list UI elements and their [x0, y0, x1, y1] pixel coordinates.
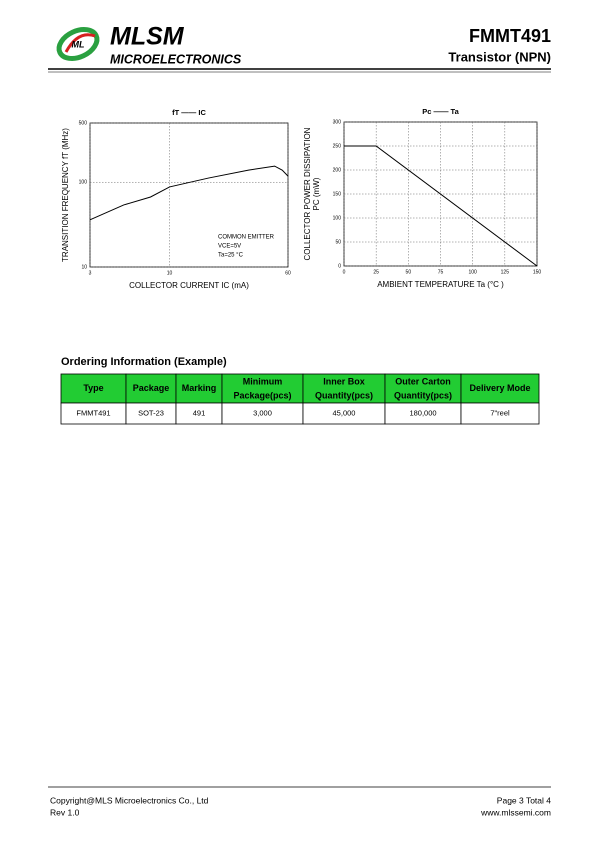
x-tick-label: 125	[501, 269, 510, 275]
y-axis-label: COLLECTOR POWER DISSIPATION	[303, 127, 312, 260]
x-axis-label: AMBIENT TEMPERATURE Ta (°C )	[377, 280, 504, 289]
x-axis-label: COLLECTOR CURRENT IC (mA)	[129, 281, 249, 290]
y-tick-label: 100	[79, 180, 88, 186]
plot-frame	[89, 122, 289, 268]
table-header-text: Type	[83, 383, 103, 393]
y-axis-label: TRANSITION FREQUENCY fT (MHz)	[61, 128, 70, 262]
table-cell-text: 7"reel	[490, 408, 510, 417]
copyright: Copyright@MLS Microelectronics Co., Ltd	[50, 795, 209, 805]
table-header-text: Delivery Mode	[469, 383, 530, 393]
brand: MLSM	[110, 23, 185, 51]
x-tick-label: 75	[438, 269, 444, 275]
table-cell-text: 491	[193, 408, 206, 417]
revision: Rev 1.0	[50, 807, 80, 817]
table-header-cell	[175, 373, 223, 404]
logo: ML	[56, 26, 100, 62]
y-axis-label: PC (mW)	[312, 177, 321, 210]
chart-title: fT —— IC	[172, 108, 206, 117]
y-tick-label: 200	[333, 167, 342, 173]
y-tick-label: 250	[333, 143, 342, 149]
brand-subtitle: MICROELECTRONICS	[110, 52, 242, 66]
x-tick-label: 100	[468, 269, 477, 275]
table-header-cell	[221, 373, 304, 404]
part-description: Transistor (NPN)	[448, 49, 551, 64]
y-tick-label: 500	[79, 120, 88, 126]
annotation: VCE=5V	[218, 244, 241, 250]
table-cell-text: 45,000	[333, 408, 356, 417]
y-tick-label: 300	[333, 119, 342, 125]
table-header-text: Marking	[182, 383, 217, 393]
table-header-text: Package(pcs)	[233, 390, 291, 400]
page-number: Page 3 Total 4	[497, 795, 551, 805]
website: www.mlssemi.com	[480, 807, 551, 817]
table-cell-text: 3,000	[253, 408, 272, 417]
annotation: COMMON EMITTER	[218, 235, 275, 241]
table-cell-text: 180,000	[409, 408, 436, 417]
data-line	[89, 165, 289, 221]
annotation: Ta=25 °C	[218, 253, 244, 259]
y-tick-label: 100	[333, 215, 342, 221]
table-header-text: Quantity(pcs)	[315, 390, 373, 400]
chart-title: Pc —— Ta	[422, 107, 459, 116]
section-title: Ordering Information (Example)	[61, 356, 227, 368]
table-header-text: Inner Box	[323, 376, 365, 386]
x-tick-label: 60	[285, 270, 291, 276]
table-cell	[460, 402, 540, 425]
part-number: FMMT491	[469, 26, 551, 46]
table-header-cell	[384, 373, 462, 404]
x-tick-label: 3	[89, 270, 92, 276]
table-header-text: Outer Carton	[395, 376, 451, 386]
table-cell-text: SOT-23	[138, 408, 164, 417]
y-tick-label: 10	[81, 264, 87, 270]
x-tick-label: 150	[533, 269, 542, 275]
svg-text:ML: ML	[72, 39, 85, 49]
x-tick-label: 10	[167, 270, 173, 276]
y-tick-label: 150	[333, 191, 342, 197]
table-header-text: Minimum	[243, 376, 283, 386]
data-line	[344, 145, 538, 267]
y-tick-label: 50	[335, 239, 341, 245]
table-header-cell	[302, 373, 386, 404]
table-header-text: Package	[133, 383, 170, 393]
x-tick-label: 0	[343, 269, 346, 275]
table-cell-text: FMMT491	[76, 408, 110, 417]
y-tick-label: 0	[338, 263, 341, 269]
x-tick-label: 50	[406, 269, 412, 275]
x-tick-label: 25	[373, 269, 379, 275]
table-header-text: Quantity(pcs)	[394, 390, 452, 400]
